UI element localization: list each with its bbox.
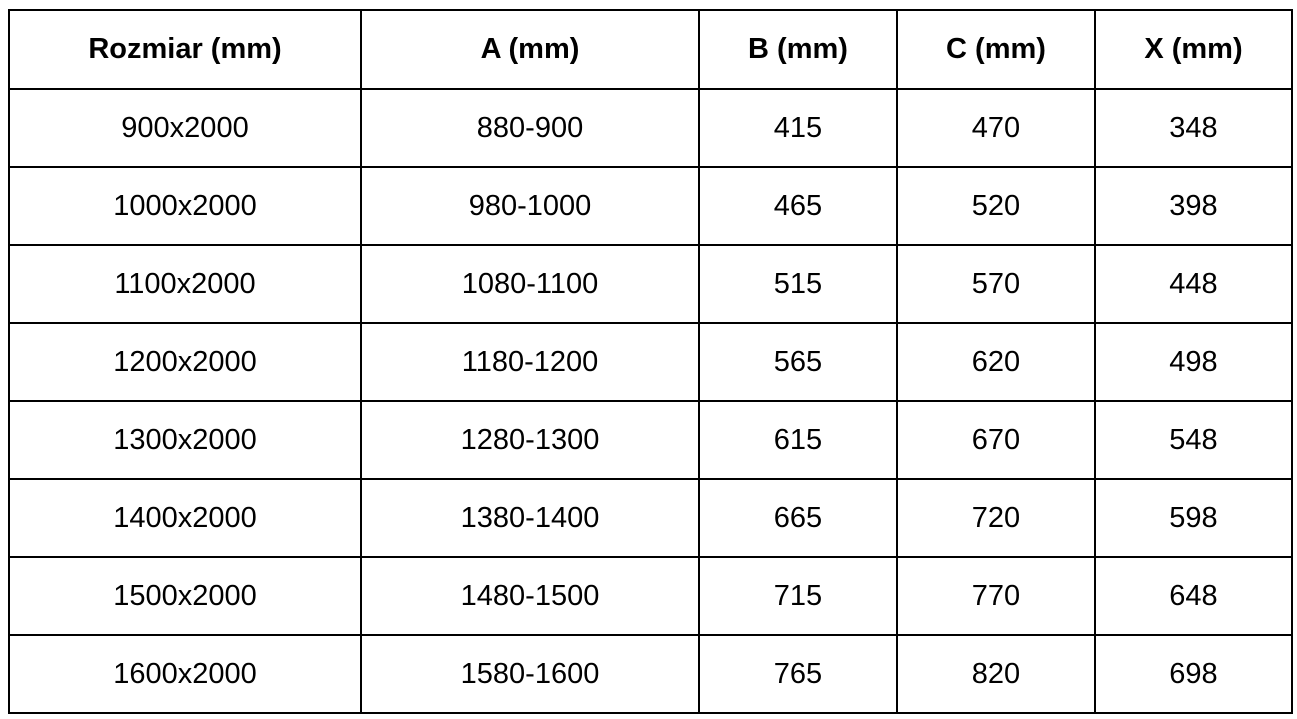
table-cell: 548 xyxy=(1094,400,1293,480)
table-cell: 498 xyxy=(1094,322,1293,402)
dimensions-table: Rozmiar (mm) A (mm) B (mm) C (mm) X (mm)… xyxy=(8,9,1293,714)
table-cell: 648 xyxy=(1094,556,1293,636)
table-cell: 1500x2000 xyxy=(8,556,362,636)
table-cell: 415 xyxy=(698,88,898,168)
table-cell: 1180-1200 xyxy=(360,322,700,402)
table-cell: 1400x2000 xyxy=(8,478,362,558)
table-row: 1100x2000 1080-1100 515 570 448 xyxy=(8,244,1293,324)
table-row: 900x2000 880-900 415 470 348 xyxy=(8,88,1293,168)
table-cell: 465 xyxy=(698,166,898,246)
header-cell: Rozmiar (mm) xyxy=(8,9,362,90)
table-cell: 1080-1100 xyxy=(360,244,700,324)
table-cell: 1300x2000 xyxy=(8,400,362,480)
table-cell: 398 xyxy=(1094,166,1293,246)
header-cell: X (mm) xyxy=(1094,9,1293,90)
table-cell: 665 xyxy=(698,478,898,558)
table-cell: 770 xyxy=(896,556,1096,636)
table-cell: 570 xyxy=(896,244,1096,324)
table-cell: 1200x2000 xyxy=(8,322,362,402)
table-row: 1200x2000 1180-1200 565 620 498 xyxy=(8,322,1293,402)
table-cell: 880-900 xyxy=(360,88,700,168)
table-cell: 765 xyxy=(698,634,898,714)
table-cell: 515 xyxy=(698,244,898,324)
table-cell: 698 xyxy=(1094,634,1293,714)
table-cell: 900x2000 xyxy=(8,88,362,168)
header-cell: C (mm) xyxy=(896,9,1096,90)
table-cell: 1280-1300 xyxy=(360,400,700,480)
table-cell: 598 xyxy=(1094,478,1293,558)
table-cell: 348 xyxy=(1094,88,1293,168)
header-cell: A (mm) xyxy=(360,9,700,90)
table-cell: 1480-1500 xyxy=(360,556,700,636)
table-cell: 565 xyxy=(698,322,898,402)
header-row: Rozmiar (mm) A (mm) B (mm) C (mm) X (mm) xyxy=(8,9,1293,90)
table-cell: 470 xyxy=(896,88,1096,168)
table-cell: 715 xyxy=(698,556,898,636)
table-cell: 615 xyxy=(698,400,898,480)
table-cell: 1580-1600 xyxy=(360,634,700,714)
table-row: 1000x2000 980-1000 465 520 398 xyxy=(8,166,1293,246)
table-cell: 1100x2000 xyxy=(8,244,362,324)
table-row: 1500x2000 1480-1500 715 770 648 xyxy=(8,556,1293,636)
table-cell: 1600x2000 xyxy=(8,634,362,714)
table-cell: 720 xyxy=(896,478,1096,558)
table-cell: 448 xyxy=(1094,244,1293,324)
table-cell: 520 xyxy=(896,166,1096,246)
table-cell: 670 xyxy=(896,400,1096,480)
header-cell: B (mm) xyxy=(698,9,898,90)
table-row: 1300x2000 1280-1300 615 670 548 xyxy=(8,400,1293,480)
table-cell: 1000x2000 xyxy=(8,166,362,246)
table-cell: 620 xyxy=(896,322,1096,402)
table-row: 1400x2000 1380-1400 665 720 598 xyxy=(8,478,1293,558)
table-cell: 820 xyxy=(896,634,1096,714)
table-cell: 980-1000 xyxy=(360,166,700,246)
table-cell: 1380-1400 xyxy=(360,478,700,558)
table-row: 1600x2000 1580-1600 765 820 698 xyxy=(8,634,1293,714)
